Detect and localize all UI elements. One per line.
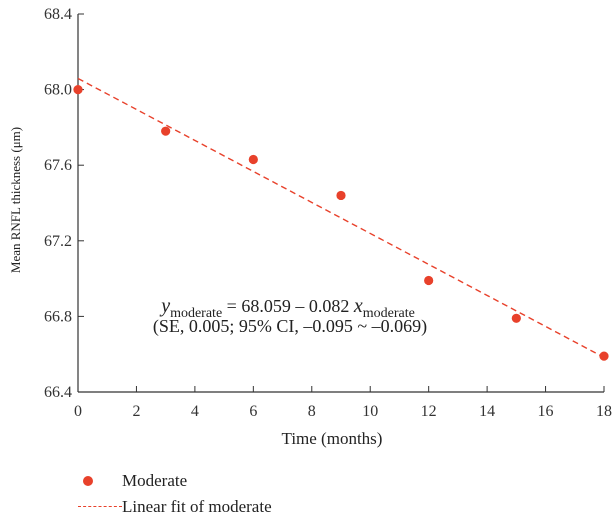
y-tick-label: 66.4 bbox=[44, 384, 72, 401]
axes bbox=[77, 14, 604, 393]
equation-x-subscript: moderate bbox=[363, 306, 415, 321]
x-tick-label: 16 bbox=[538, 403, 554, 420]
x-tick-label: 8 bbox=[308, 403, 316, 420]
data-point bbox=[73, 85, 83, 95]
y-tick-label: 67.2 bbox=[44, 233, 72, 250]
data-point bbox=[424, 275, 434, 286]
x-tick-label: 18 bbox=[596, 403, 612, 420]
y-axis-title: Mean RNFL thickness (μm) bbox=[8, 127, 23, 273]
x-ticks: 0 2 4 6 8 10 12 14 16 18 bbox=[74, 386, 612, 420]
equation-y: y bbox=[159, 295, 170, 317]
equation-x: x bbox=[353, 295, 363, 317]
legend: Moderate Linear fit of moderate bbox=[78, 468, 272, 520]
y-tick-label: 68.4 bbox=[44, 6, 72, 23]
x-tick-label: 0 bbox=[74, 403, 82, 420]
x-tick-label: 14 bbox=[479, 403, 495, 420]
x-tick-label: 4 bbox=[191, 403, 199, 420]
equation-annotation: ymoderate = 68.059 – 0.082 xmoderate bbox=[159, 295, 415, 321]
data-point bbox=[336, 190, 346, 201]
stats-annotation: (SE, 0.005; 95% CI, –0.095 ~ –0.069) bbox=[153, 316, 427, 337]
legend-item-fit: Linear fit of moderate bbox=[78, 494, 272, 520]
x-tick-label: 2 bbox=[132, 403, 140, 420]
x-tick-label: 10 bbox=[362, 403, 378, 420]
data-point bbox=[161, 126, 171, 136]
legend-label-fit: Linear fit of moderate bbox=[122, 497, 272, 516]
data-point bbox=[511, 313, 521, 323]
y-tick-label: 67.6 bbox=[44, 157, 72, 174]
scatter-marker-icon bbox=[78, 471, 122, 491]
x-tick-label: 6 bbox=[249, 403, 257, 420]
x-axis-title: Time (months) bbox=[282, 429, 383, 448]
data-point bbox=[599, 351, 609, 361]
equation-middle: = 68.059 – 0.082 bbox=[222, 296, 354, 316]
y-tick-label: 68.0 bbox=[44, 82, 72, 99]
x-tick-label: 12 bbox=[421, 403, 437, 420]
legend-label-moderate: Moderate bbox=[122, 471, 188, 490]
data-point bbox=[248, 154, 258, 165]
dashed-line-icon bbox=[78, 497, 122, 517]
points-group bbox=[73, 85, 609, 361]
y-tick-label: 66.8 bbox=[44, 308, 72, 325]
equation-y-subscript: moderate bbox=[170, 306, 222, 321]
legend-item-moderate: Moderate bbox=[78, 468, 272, 494]
scatter-chart: 0 2 4 6 8 10 12 14 16 18 66.4 66.8 67.2 67.6 68.0 68.4… bbox=[8, 6, 612, 448]
